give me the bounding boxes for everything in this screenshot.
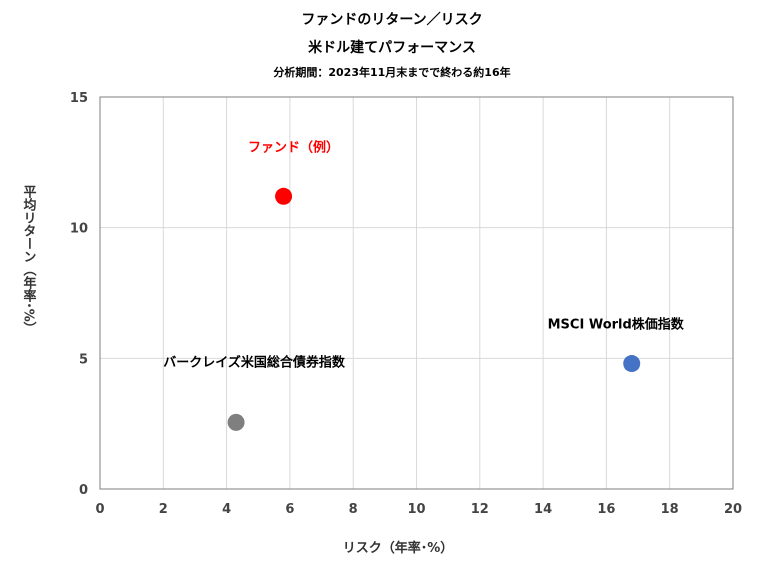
x-tick-label: 8 bbox=[349, 502, 358, 517]
x-tick-label: 4 bbox=[222, 502, 231, 517]
x-tick-label: 18 bbox=[661, 502, 679, 517]
data-point-label: ファンド（例） bbox=[248, 139, 339, 155]
plot-frame bbox=[99, 96, 734, 490]
data-point-label: バークレイズ米国総合債券指数 bbox=[163, 354, 346, 370]
x-axis-label: リスク（年率･%） bbox=[343, 540, 454, 556]
y-tick-label: 15 bbox=[70, 91, 88, 106]
data-point-label: MSCI World株価指数 bbox=[548, 317, 685, 333]
y-tick-label: 0 bbox=[79, 483, 88, 498]
data-point bbox=[623, 355, 641, 373]
data-point bbox=[275, 187, 293, 205]
chart-title: ファンドのリターン／リスク bbox=[301, 12, 482, 28]
y-axis-ticks: 0 5 10 15 bbox=[70, 91, 88, 498]
chart-subtitle: 分析期間：2023年11月末までで終わる約16年 bbox=[273, 65, 510, 79]
y-tick-label: 10 bbox=[70, 222, 88, 237]
x-axis-ticks: 0 2 4 6 8 10 12 14 16 18 20 bbox=[95, 502, 742, 517]
x-tick-label: 16 bbox=[597, 502, 615, 517]
data-point bbox=[227, 413, 245, 431]
x-tick-label: 10 bbox=[407, 502, 425, 517]
x-tick-label: 14 bbox=[534, 502, 552, 517]
y-tick-label: 5 bbox=[79, 352, 88, 367]
chart-title-2: 米ドル建てパフォーマンス bbox=[308, 39, 476, 56]
x-tick-label: 20 bbox=[724, 502, 742, 517]
x-tick-label: 2 bbox=[159, 502, 168, 517]
x-tick-label: 12 bbox=[471, 502, 489, 517]
x-tick-label: 0 bbox=[95, 502, 104, 517]
grid bbox=[100, 97, 733, 489]
y-axis-label: 平均リターン（年率･%） bbox=[21, 185, 38, 335]
x-tick-label: 6 bbox=[285, 502, 294, 517]
